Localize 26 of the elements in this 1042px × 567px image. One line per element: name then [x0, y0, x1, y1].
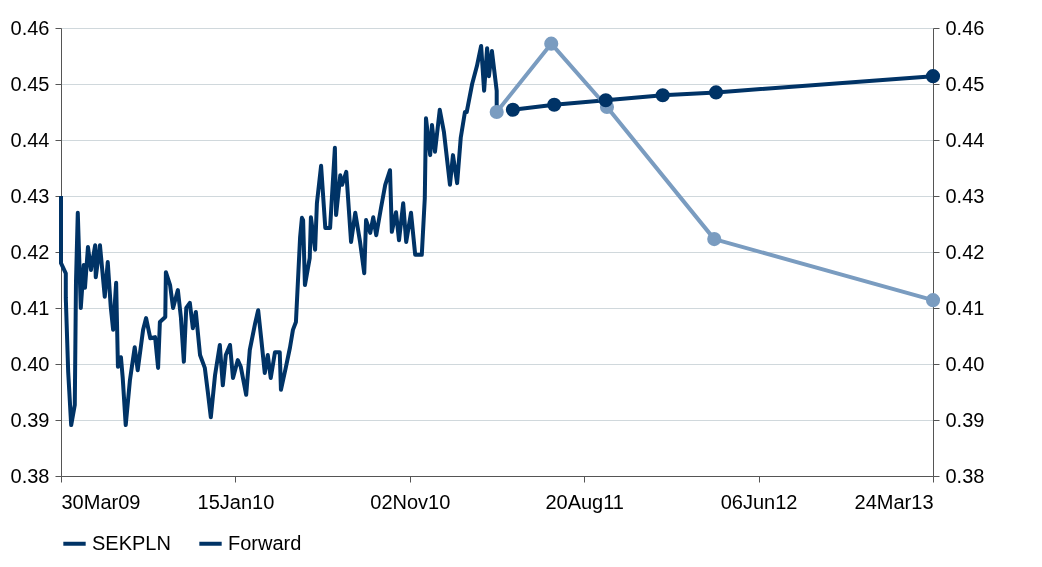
- y2-tick-label: 0.39: [945, 408, 985, 431]
- x-tick-label: 06Jun12: [720, 490, 798, 513]
- y-tick-label: 0.43: [10, 184, 50, 207]
- y-tick-label: 0.38: [10, 464, 50, 487]
- y2-tick-label: 0.43: [945, 184, 985, 207]
- y-tick-label: 0.41: [10, 296, 50, 319]
- y2-tick-label: 0.40: [945, 352, 985, 375]
- legend-label: Forward: [228, 531, 302, 554]
- y-tick-label: 0.42: [10, 240, 50, 263]
- y2-tick-label: 0.44: [945, 128, 985, 151]
- x-tick-label: 15Jan10: [197, 490, 275, 513]
- y-tick-label: 0.44: [10, 128, 50, 151]
- y-tick-label: 0.46: [10, 16, 50, 39]
- x-tick-label: 24Mar13: [854, 490, 934, 513]
- y2-tick-label: 0.46: [945, 16, 985, 39]
- x-tick-label: 20Aug11: [545, 490, 624, 513]
- x-tick-label: 30Mar09: [61, 490, 141, 513]
- y-tick-label: 0.39: [10, 408, 50, 431]
- y2-tick-label: 0.41: [945, 296, 985, 319]
- y-tick-label: 0.40: [10, 352, 50, 375]
- y-tick-label: 0.45: [10, 72, 50, 95]
- x-tick-label: 02Nov10: [370, 490, 451, 513]
- y2-tick-label: 0.42: [945, 240, 985, 263]
- y2-tick-label: 0.38: [945, 464, 985, 487]
- y2-tick-label: 0.45: [945, 72, 985, 95]
- legend-label: SEKPLN: [92, 531, 171, 554]
